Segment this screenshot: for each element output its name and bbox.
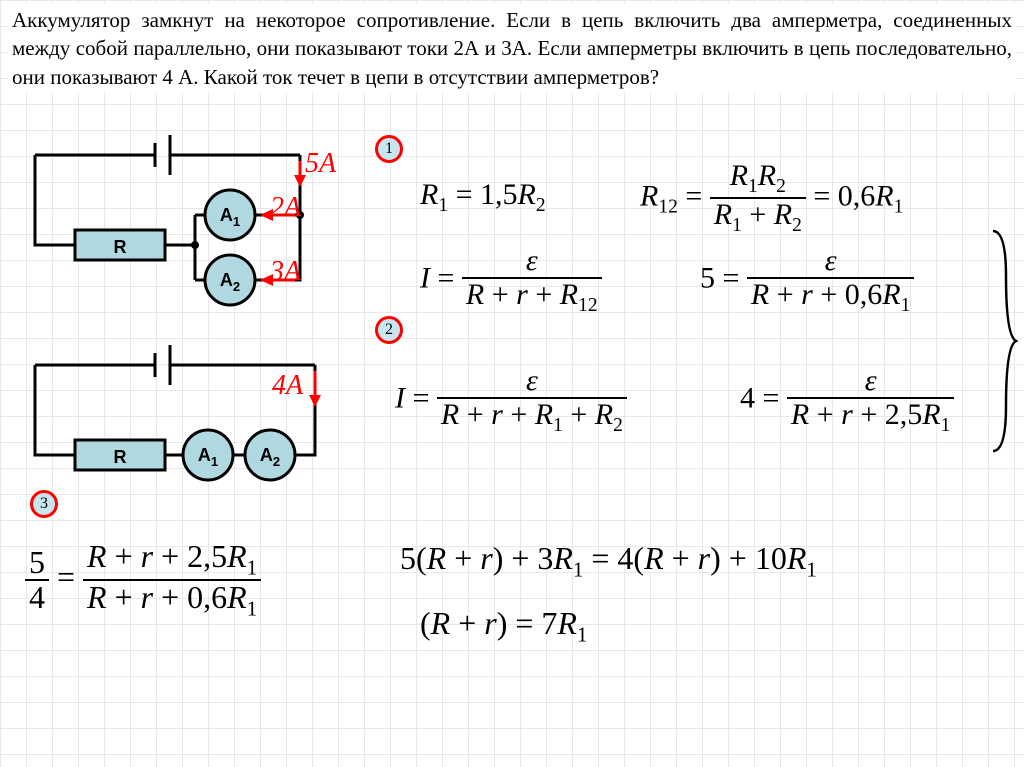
eq-5-parallel: 5 = ε R + r + 0,6R1 [700,245,914,316]
step-badge-1: 1 [375,135,403,163]
circuit-series: R A1 A2 [15,345,375,485]
eq-result: (R + r) = 7R1 [420,605,587,647]
resistor-label: R [114,237,127,257]
step-badge-2: 2 [375,316,403,344]
eq-I-series: I = ε R + r + R1 + R2 [395,365,627,436]
eq-expand: 5(R + r) + 3R1 = 4(R + r) + 10R1 [400,540,817,582]
eq-ratio: 5 4 = R + r + 2,5R1 R + r + 0,6R1 [25,540,261,620]
problem-statement: Аккумулятор замкнут на некоторое сопроти… [8,4,1016,93]
right-brace-icon [988,226,1018,456]
svg-text:R: R [114,447,127,467]
eq-4-series: 4 = ε R + r + 2,5R1 [740,365,954,436]
eq-r1-r2: R1 = 1,5R2 [420,178,546,217]
current-5A: 5A [305,148,336,180]
eq-r12: R12 = R1R2 R1 + R2 = 0,6R1 [640,160,903,237]
current-3A: 3A [270,256,301,288]
current-2A: 2A [270,192,301,224]
current-4A: 4A [272,370,303,402]
eq-I-parallel: I = ε R + r + R12 [420,245,602,316]
step-badge-3: 3 [30,490,58,518]
